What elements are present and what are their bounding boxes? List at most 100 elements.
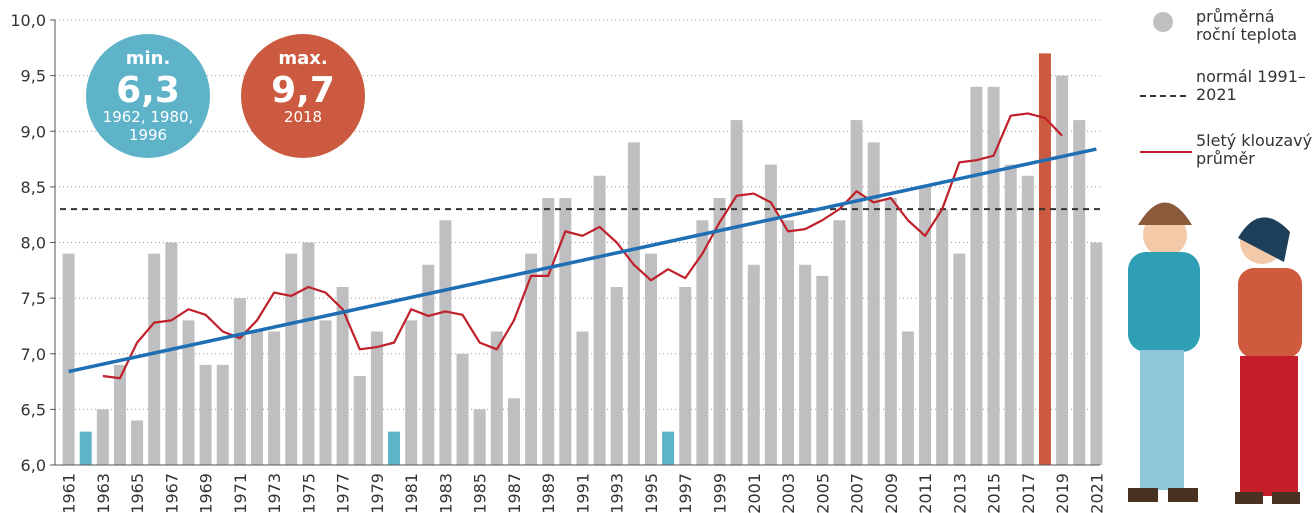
annotation-head: max. [278,48,327,69]
bar [610,287,623,465]
bar [644,253,657,465]
x-tick-label: 1961 [60,473,79,513]
y-tick-label: 7,5 [21,289,46,308]
x-tick-label: 2019 [1053,473,1072,513]
x-tick-label: 1971 [231,473,250,513]
x-tick-label: 1979 [368,473,387,513]
bar [987,86,1000,465]
x-tick-label: 2007 [848,473,867,513]
bar [165,242,178,465]
x-tick-label: 2013 [950,473,969,513]
bar [302,242,315,465]
bar [901,331,914,465]
y-tick-label: 8,0 [21,234,46,253]
bar [1090,242,1103,465]
x-tick-label: 1975 [299,473,318,513]
x-tick-label: 2005 [813,473,832,513]
x-tick-label: 2011 [916,473,935,513]
bar [764,164,777,465]
bar [96,409,109,465]
bar [713,198,726,465]
bar [799,264,812,465]
illustration [1128,202,1302,504]
bar [696,220,709,465]
bar [919,186,932,465]
bar [405,320,418,465]
bar [850,120,863,465]
bar [867,142,880,465]
bar [936,209,949,465]
x-tick-label: 1965 [128,473,147,513]
bar [216,364,229,465]
x-tick-label: 1983 [436,473,455,513]
y-tick-label: 6,0 [21,456,46,475]
bar [319,320,332,465]
bar [747,264,760,465]
bar [679,287,692,465]
x-tick-label: 1967 [162,473,181,513]
bar [268,331,281,465]
x-tick-label: 1977 [334,473,353,513]
bar [182,320,195,465]
y-tick-label: 7,0 [21,345,46,364]
bar [970,86,983,465]
bar [62,253,75,465]
bar [79,431,92,465]
x-tick-label: 1991 [573,473,592,513]
x-tick-label: 2015 [985,473,1004,513]
trend-line [68,147,1097,374]
bar [1038,53,1051,465]
y-tick-label: 9,0 [21,122,46,141]
annotation-note: 1962, 1980, [103,108,194,126]
bar [662,431,675,465]
bar [953,253,966,465]
x-tick-label: 1987 [505,473,524,513]
bar [1021,175,1034,465]
annotation-value: 6,3 [116,70,180,111]
bar [559,198,572,465]
bar [285,253,298,465]
bar [1056,75,1069,465]
x-tick-label: 2009 [882,473,901,513]
bar [816,275,829,465]
bar [542,198,555,465]
legend-label: 5letý klouzavý průměr [1196,131,1313,168]
annotation-circle [241,34,365,158]
bar [593,175,606,465]
x-tick-label: 2021 [1087,473,1106,513]
annotation-head: min. [126,48,171,69]
x-tick-label: 1969 [197,473,216,513]
bar [627,142,640,465]
x-tick-label: 1963 [94,473,113,513]
bar [1073,120,1086,465]
x-tick-label: 1997 [676,473,695,513]
x-tick-label: 1993 [608,473,627,513]
x-tick-label: 2017 [1019,473,1038,513]
legend-label: průměrná roční teplota [1196,7,1298,44]
y-tick-label: 8,5 [21,178,46,197]
x-tick-label: 1999 [711,473,730,513]
bar [370,331,383,465]
x-tick-label: 1985 [471,473,490,513]
bar [233,298,246,465]
bar [388,431,401,465]
bar [250,331,263,465]
annotation-value: 9,7 [271,70,335,111]
bar [507,398,520,465]
bar [490,331,503,465]
bar [473,409,486,465]
x-tick-label: 2003 [779,473,798,513]
annotation-note: 2018 [284,108,322,126]
x-tick-label: 2001 [745,473,764,513]
bar [884,198,897,465]
annotation-circle [86,34,210,158]
bar [131,420,144,465]
bar [833,220,846,465]
bar [439,220,452,465]
bar [353,376,366,465]
bar [336,287,349,465]
bar [1004,164,1017,465]
bar [113,364,126,465]
legend-symbol [1153,12,1173,32]
